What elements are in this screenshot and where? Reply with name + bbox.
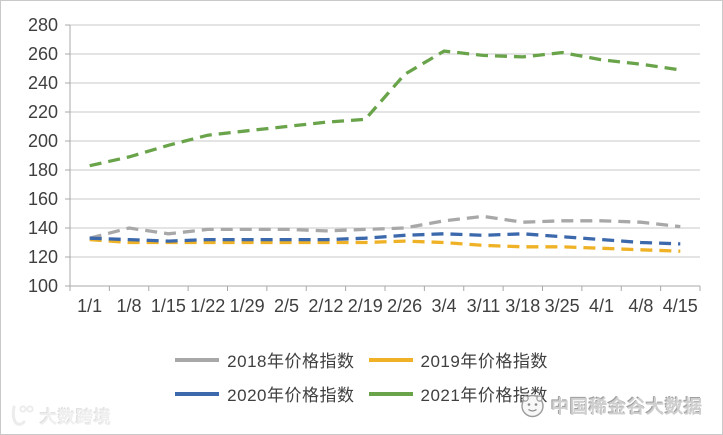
chart-plot-area: 100 120 140 160 180 200 220 240 260 280 1/1 1/8 1/15…: [28, 15, 701, 316]
y-axis-label: 140: [28, 218, 58, 238]
x-axis-label: 1/15: [151, 296, 186, 316]
legend-label-2020: 2020年价格指数: [227, 386, 355, 405]
watermark-dashu: 大数跨境: [6, 403, 112, 428]
x-axis-label: 2/26: [387, 296, 422, 316]
legend-swatch-2018: [175, 357, 220, 362]
legend-swatch-2019: [368, 357, 413, 362]
x-axis-label: 1/22: [190, 296, 225, 316]
watermark-rare-metal-valley: 中国稀金谷大数据: [519, 392, 703, 419]
legend-swatch-2021: [368, 391, 413, 396]
legend-swatch-2020: [175, 391, 220, 396]
x-axis-label: 3/18: [505, 296, 540, 316]
y-axis-label: 100: [28, 276, 58, 296]
series-line-2020: [89, 232, 681, 246]
legend-label-2021: 2021年价格指数: [420, 386, 548, 405]
dashu-logo-icon: [11, 404, 34, 426]
legend-item-2020[interactable]: 2020年价格指数: [175, 381, 354, 406]
chart-legend: 2018年价格指数 2019年价格指数 2020年价格指数 2021年价格指数: [0, 347, 723, 406]
y-axis-label: 120: [28, 247, 58, 267]
legend-label-2019: 2019年价格指数: [420, 352, 548, 371]
legend-row-1: 2018年价格指数 2019年价格指数: [175, 347, 548, 372]
y-axis-label: 260: [28, 44, 58, 64]
x-axis-label: 2/12: [308, 296, 343, 316]
watermark-left-text: 大数跨境: [40, 408, 112, 427]
y-axis-label: 200: [28, 131, 58, 151]
rare-metal-valley-logo-icon: [521, 394, 544, 418]
series-line-2018: [89, 214, 681, 240]
legend-label-2018: 2018年价格指数: [227, 352, 355, 371]
legend-item-2018[interactable]: 2018年价格指数: [175, 347, 354, 372]
y-axis-label: 280: [28, 15, 58, 35]
x-axis-label: 1/29: [230, 296, 265, 316]
y-axis-label: 220: [28, 102, 58, 122]
series-line-2019: [89, 237, 681, 253]
series-line-2021: [89, 49, 681, 168]
x-axis-label: 3/4: [432, 296, 457, 316]
y-axis-label: 180: [28, 160, 58, 180]
legend-item-2019[interactable]: 2019年价格指数: [368, 347, 548, 372]
y-axis-label: 240: [28, 73, 58, 93]
x-axis-label: 4/1: [589, 296, 614, 316]
x-axis-label: 4/8: [628, 296, 653, 316]
x-axis-label: 2/19: [348, 296, 383, 316]
x-axis-label: 1/8: [117, 296, 142, 316]
x-axis-label: 4/15: [663, 296, 698, 316]
y-axis-label: 160: [28, 189, 58, 209]
legend-row-2: 2020年价格指数 2021年价格指数: [175, 381, 548, 406]
x-axis-label: 2/5: [274, 296, 299, 316]
x-axis-label: 3/11: [467, 296, 501, 316]
watermark-right-text: 中国稀金谷大数据: [551, 396, 703, 417]
x-axis-label: 1/1: [77, 296, 102, 316]
price-index-line-chart: 100 120 140 160 180 200 220 240 260 280 1/1 1/8 1/15…: [28, 15, 701, 316]
legend-item-2021[interactable]: 2021年价格指数: [368, 381, 548, 406]
x-axis-label: 3/25: [545, 296, 580, 316]
